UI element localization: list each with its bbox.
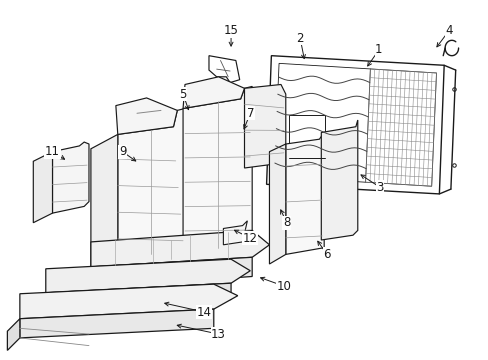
Polygon shape (33, 152, 52, 223)
Polygon shape (244, 85, 285, 168)
Polygon shape (46, 259, 250, 293)
Polygon shape (20, 284, 237, 319)
Polygon shape (321, 120, 357, 240)
Polygon shape (269, 144, 285, 264)
Text: 1: 1 (374, 44, 382, 57)
Text: 13: 13 (211, 328, 225, 341)
Text: 11: 11 (45, 145, 60, 158)
Text: 4: 4 (444, 24, 452, 37)
Polygon shape (46, 283, 231, 309)
Polygon shape (52, 267, 91, 296)
Polygon shape (183, 86, 252, 248)
Text: 2: 2 (296, 32, 304, 45)
Polygon shape (91, 257, 252, 288)
Polygon shape (22, 293, 46, 321)
Polygon shape (91, 230, 269, 267)
Text: 8: 8 (283, 216, 290, 229)
Text: 5: 5 (179, 87, 186, 100)
Polygon shape (116, 98, 177, 134)
Text: 12: 12 (242, 231, 257, 244)
Polygon shape (223, 221, 247, 245)
Text: 9: 9 (119, 145, 126, 158)
Polygon shape (285, 132, 324, 255)
Text: 3: 3 (375, 181, 383, 194)
Text: 6: 6 (323, 248, 330, 261)
Polygon shape (118, 108, 184, 257)
Text: 10: 10 (276, 280, 291, 293)
Polygon shape (7, 319, 20, 350)
Polygon shape (52, 142, 89, 213)
Text: 14: 14 (196, 306, 211, 319)
Polygon shape (91, 134, 118, 274)
Text: 15: 15 (223, 24, 238, 37)
Text: 7: 7 (246, 107, 253, 120)
Polygon shape (20, 309, 213, 338)
Polygon shape (183, 77, 244, 108)
